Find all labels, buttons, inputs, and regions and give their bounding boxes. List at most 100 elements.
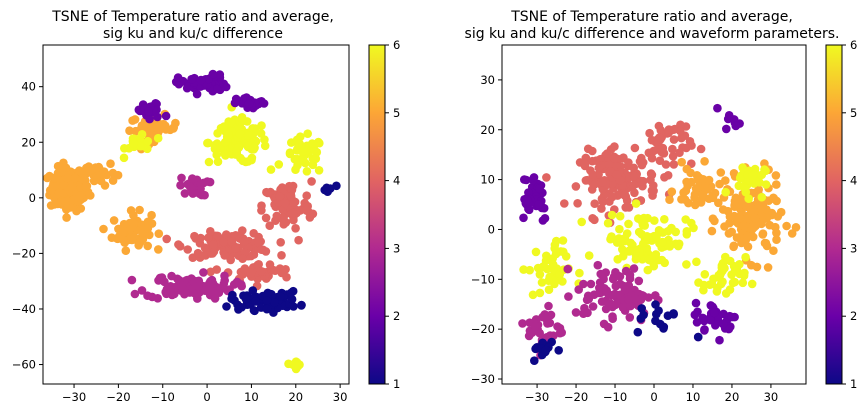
chart-2-point bbox=[748, 171, 757, 181]
chart-2-point bbox=[679, 188, 688, 197]
chart-1-point bbox=[231, 94, 241, 104]
chart-1-point bbox=[262, 304, 272, 314]
chart-1-x-tick-label: 0 bbox=[203, 390, 210, 404]
chart-1-point bbox=[249, 306, 259, 315]
chart-2-point bbox=[757, 170, 767, 180]
chart-1-point bbox=[99, 224, 108, 234]
chart-2-point bbox=[582, 295, 592, 305]
chart-2-point bbox=[644, 255, 654, 265]
chart-1-point bbox=[213, 231, 222, 241]
chart-2-x-tick-label: −10 bbox=[603, 390, 627, 404]
chart-1-point bbox=[138, 229, 147, 238]
chart-1-y-tick-label: −60 bbox=[12, 358, 36, 372]
chart-1-point bbox=[226, 255, 235, 265]
chart-2-point bbox=[772, 235, 781, 244]
chart-2-point bbox=[716, 168, 726, 177]
chart-2-point bbox=[747, 225, 757, 234]
chart-2-point bbox=[548, 260, 558, 269]
chart-2-point bbox=[595, 283, 604, 293]
chart-1-point bbox=[62, 196, 72, 206]
chart-1-point bbox=[276, 238, 286, 247]
chart-2-point bbox=[519, 213, 528, 223]
chart-2-colorbar-tick-label: 4 bbox=[850, 174, 857, 188]
chart-2-point bbox=[745, 201, 755, 210]
chart-1: TSNE of Temperature ratio and average, s… bbox=[12, 9, 401, 404]
chart-2-point bbox=[642, 232, 652, 241]
chart-1-point bbox=[128, 116, 137, 125]
chart-1-point bbox=[128, 218, 137, 227]
chart-2-point bbox=[690, 310, 700, 320]
chart-1-point bbox=[222, 230, 231, 239]
chart-2-point bbox=[603, 322, 613, 332]
chart-2-point bbox=[757, 192, 767, 202]
chart-1-point bbox=[137, 286, 147, 295]
chart-1-point bbox=[143, 241, 152, 251]
chart-2-point bbox=[629, 163, 638, 173]
chart-1-point bbox=[214, 288, 224, 298]
chart-2-point bbox=[716, 279, 726, 289]
chart-1-point bbox=[161, 111, 171, 121]
chart-1-point bbox=[175, 276, 184, 285]
chart-1-point bbox=[196, 75, 206, 85]
chart-1-point bbox=[279, 220, 289, 229]
chart-2-point bbox=[606, 167, 615, 176]
chart-1-point bbox=[145, 230, 154, 240]
chart-2-point bbox=[626, 301, 635, 311]
chart-2-point bbox=[649, 181, 658, 190]
chart-1-point bbox=[293, 161, 302, 170]
chart-2-point bbox=[590, 215, 599, 225]
chart-2-point bbox=[535, 288, 545, 298]
chart-2-point bbox=[698, 175, 708, 184]
chart-1-point bbox=[251, 297, 260, 306]
chart-1-point bbox=[153, 294, 162, 303]
chart-2-point bbox=[700, 270, 710, 279]
chart-2-point bbox=[634, 214, 643, 223]
chart-1-x-axis: −30 −20 −10 0 10 20 30 bbox=[62, 384, 347, 404]
chart-1-point bbox=[196, 179, 205, 189]
chart-1-point bbox=[241, 294, 251, 304]
chart-2-point bbox=[518, 319, 527, 328]
chart-2-point bbox=[760, 159, 769, 168]
chart-2-point bbox=[651, 316, 660, 326]
chart-2-point bbox=[742, 231, 752, 241]
chart-1-point bbox=[303, 129, 313, 138]
chart-2-point bbox=[713, 103, 722, 113]
chart-2-point bbox=[729, 241, 739, 251]
chart-2-point bbox=[542, 173, 551, 182]
chart-2-point bbox=[637, 304, 646, 313]
chart-1-points bbox=[42, 69, 341, 374]
chart-2-point bbox=[654, 121, 664, 131]
chart-1-point bbox=[185, 182, 195, 191]
chart-2-point bbox=[665, 195, 674, 204]
chart-2-point bbox=[630, 188, 639, 198]
chart-1-point bbox=[262, 296, 272, 305]
chart-2-point bbox=[664, 125, 674, 134]
chart-1-point bbox=[244, 99, 254, 108]
chart-1-point bbox=[203, 138, 212, 148]
chart-1-point bbox=[256, 266, 266, 276]
chart-2-point bbox=[782, 221, 791, 231]
chart-1-point bbox=[109, 216, 119, 225]
chart-1-title-line-2: sig ku and ku/c difference bbox=[103, 26, 283, 42]
chart-1-point bbox=[272, 211, 282, 221]
chart-1-point bbox=[100, 181, 110, 190]
chart-2-point bbox=[729, 169, 739, 178]
chart-2-point bbox=[714, 198, 723, 208]
chart-2-point bbox=[603, 218, 613, 228]
chart-2-point bbox=[537, 278, 547, 287]
chart-1-point bbox=[266, 165, 276, 174]
chart-1-point bbox=[187, 74, 196, 84]
chart-2-point bbox=[580, 303, 589, 313]
chart-1-point bbox=[209, 240, 218, 249]
chart-2-point bbox=[614, 234, 624, 243]
chart-1-point bbox=[308, 209, 318, 219]
chart-2-point bbox=[750, 213, 760, 223]
chart-2-point bbox=[691, 298, 701, 308]
chart-2-point bbox=[538, 312, 547, 322]
chart-2-point bbox=[710, 308, 719, 318]
chart-2-x-axis: −30 −20 −10 0 10 20 30 bbox=[525, 384, 778, 404]
chart-2-point bbox=[651, 300, 660, 309]
chart-2-point bbox=[633, 327, 643, 337]
chart-1-point bbox=[169, 123, 178, 132]
chart-2-point bbox=[668, 144, 677, 154]
